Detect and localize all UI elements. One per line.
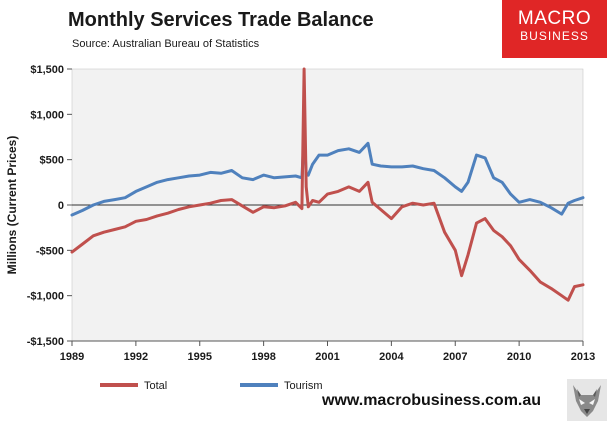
brand-logo-line2: BUSINESS [520, 29, 589, 43]
chart-title: Monthly Services Trade Balance [68, 9, 374, 31]
y-tick-label: -$1,000 [27, 291, 64, 303]
y-axis-label: Millions (Current Prices) [5, 136, 19, 275]
legend: Total Tourism [100, 380, 323, 392]
series-line-total [70, 67, 585, 302]
x-axis: 1989 1992 1995 1998 2001 2004 2007 2010 2013 [60, 340, 595, 363]
y-tick-label: -$1,500 [27, 336, 64, 348]
y-tick-label: -$500 [36, 245, 64, 257]
y-tick-label: $1,000 [30, 109, 64, 121]
x-tick-label: 2007 [443, 351, 467, 363]
y-tick-label: 0 [58, 200, 64, 212]
brand-logo: MACRO BUSINESS [502, 0, 607, 58]
series-line-tourism [70, 132, 585, 217]
y-tick-label: $500 [40, 155, 64, 167]
y-axis: $1,500 $1,000 $500 0 -$500 -$1,000 -$1,500 [27, 64, 72, 348]
x-tick-label: 2010 [507, 351, 531, 363]
chart-source: Source: Australian Bureau of Statistics [72, 38, 260, 50]
x-tick-label: 1998 [251, 351, 275, 363]
x-tick-label: 1989 [60, 351, 84, 363]
x-tick-label: 1992 [124, 351, 148, 363]
website-url: www.macrobusiness.com.au [322, 392, 542, 409]
series-lines [70, 67, 585, 302]
y-tick-label: $1,500 [30, 64, 64, 76]
x-tick-label: 1995 [188, 351, 212, 363]
x-tick-label: 2001 [315, 351, 339, 363]
x-tick-label: 2004 [379, 351, 404, 363]
wolf-logo-icon [567, 379, 607, 421]
legend-label-tourism: Tourism [284, 380, 323, 392]
x-tick-label: 2013 [571, 351, 595, 363]
legend-label-total: Total [144, 380, 167, 392]
brand-logo-line1: MACRO [517, 8, 592, 29]
